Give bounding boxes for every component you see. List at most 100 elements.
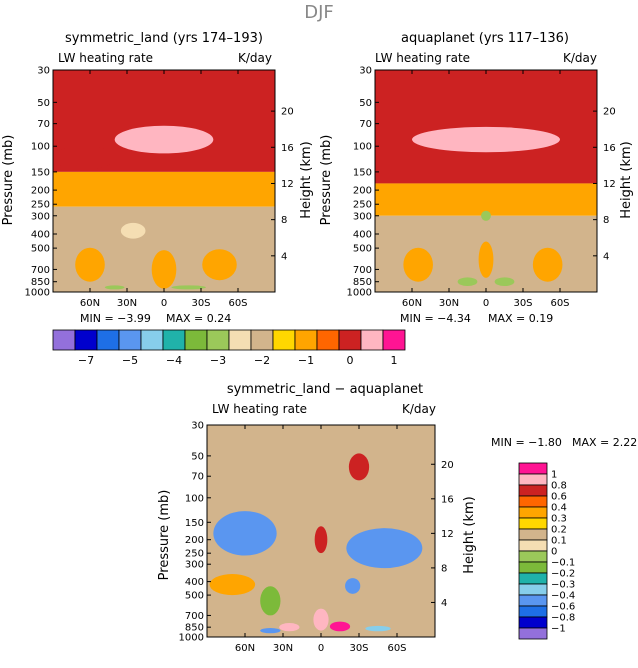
pressure-tick-label: 200 [185, 535, 204, 546]
pressure-tick-label: 700 [185, 611, 204, 622]
colorbar-diff-swatch-7 [518, 539, 548, 552]
colorbar-diff-label: −0.3 [551, 580, 575, 591]
colorbar-top-swatch-3 [118, 329, 142, 351]
panel-2-subtitle-right: K/day [563, 51, 597, 65]
pressure-tick-label: 850 [185, 623, 204, 634]
panel-2-ylabel-right: Height (km) [619, 141, 634, 218]
colorbar-diff-label: 0.3 [551, 514, 567, 525]
panel-2-title: aquaplanet (yrs 117–136) [401, 31, 569, 46]
contour-region-3 [151, 250, 177, 289]
pressure-tick-label: 700 [353, 265, 372, 276]
pressure-tick-label: 50 [37, 98, 50, 109]
pressure-tick-label: 250 [353, 200, 372, 211]
panel-1-max: MAX = 0.24 [166, 312, 231, 325]
colorbar-top-swatch-5 [162, 329, 186, 351]
colorbar-diff-label: 0 [551, 547, 557, 558]
height-tick-label: 20 [441, 460, 454, 471]
pressure-tick-label: 50 [359, 98, 372, 109]
contour-region-9 [260, 628, 281, 634]
colorbar-diff-swatch-5 [518, 517, 548, 530]
lat-tick-label: 60S [550, 298, 569, 309]
lat-tick-label: 30N [439, 298, 459, 309]
colorbar-top-swatch-4 [140, 329, 164, 351]
pressure-tick-label: 200 [353, 186, 372, 197]
panel-3-ylabel-right: Height (km) [462, 496, 477, 573]
pressure-tick-label: 300 [31, 211, 50, 222]
colorbar-diff-swatch-1 [518, 473, 548, 486]
pressure-tick-label: 150 [31, 167, 50, 178]
contour-field [207, 425, 435, 637]
pressure-tick-label: 30 [191, 421, 204, 432]
colorbar-top-swatch-9 [250, 329, 274, 351]
panel-3-min: MIN = −1.80 [491, 436, 562, 449]
height-tick-label: 4 [281, 251, 287, 262]
height-tick-label: 8 [603, 215, 609, 226]
contour-band-0 [375, 70, 597, 184]
pressure-tick-label: 500 [353, 244, 372, 255]
colorbar-top-label: −3 [210, 354, 226, 367]
pressure-tick-label: 50 [191, 451, 204, 462]
contour-region-5 [345, 578, 361, 594]
panel-2-min: MIN = −4.34 [400, 312, 471, 325]
contour-region-1 [403, 247, 433, 282]
panel-1-min: MIN = −3.99 [80, 312, 151, 325]
colorbar-diff-swatch-11 [518, 583, 548, 596]
contour-region-1 [346, 528, 423, 569]
contour-region-2 [314, 526, 328, 554]
height-tick-label: 20 [603, 107, 616, 118]
lat-tick-label: 60N [402, 298, 422, 309]
pressure-tick-label: 100 [353, 142, 372, 153]
pressure-tick-label: 400 [185, 577, 204, 588]
contour-region-8 [329, 621, 351, 632]
colorbar-diff-swatch-4 [518, 506, 548, 519]
colorbar-diff-swatch-2 [518, 484, 548, 497]
colorbar-diff-swatch-12 [518, 594, 548, 607]
height-tick-label: 16 [441, 494, 454, 505]
contour-region-6 [171, 285, 206, 290]
colorbar-diff-label: 1 [551, 470, 557, 481]
lat-tick-label: 0 [161, 298, 167, 309]
pressure-tick-label: 200 [31, 186, 50, 197]
contour-region-5 [494, 277, 515, 287]
pressure-tick-label: 1000 [179, 633, 204, 644]
colorbar-top-label: −2 [254, 354, 270, 367]
pressure-tick-label: 150 [353, 167, 372, 178]
contour-region-6 [313, 608, 329, 631]
colorbar-top-swatch-14 [360, 329, 384, 351]
panel-3-ylabel-left: Pressure (mb) [157, 490, 172, 581]
colorbar-top-label: 1 [391, 354, 398, 367]
colorbar-diff-label: −0.1 [551, 558, 575, 569]
contour-region-2 [75, 247, 105, 282]
colorbar-top-label: −1 [298, 354, 314, 367]
pressure-tick-label: 400 [31, 229, 50, 240]
pressure-tick-label: 100 [185, 493, 204, 504]
pressure-tick-label: 300 [185, 560, 204, 571]
colorbar-diff-label: −0.2 [551, 569, 575, 580]
contour-region-0 [114, 125, 214, 154]
lat-tick-label: 30S [349, 643, 368, 654]
lat-tick-label: 30N [273, 643, 293, 654]
colorbar-diff-label: −0.6 [551, 602, 575, 613]
colorbar-top-swatch-7 [206, 329, 230, 351]
panel-3-subtitle-left: LW heating rate [212, 402, 307, 416]
lat-tick-label: 30S [191, 298, 210, 309]
panel-difference: symmetric_land − aquaplanet LW heating r… [157, 382, 637, 654]
pressure-tick-label: 30 [37, 66, 50, 77]
pressure-tick-label: 1000 [347, 288, 372, 299]
contour-region-4 [457, 277, 478, 287]
panel-2-subtitle-left: LW heating rate [375, 51, 470, 65]
pressure-tick-label: 850 [31, 277, 50, 288]
contour-region-11 [348, 453, 370, 481]
lat-tick-label: 60N [80, 298, 100, 309]
contour-region-10 [365, 625, 391, 632]
colorbar-diff-label: 0.2 [551, 525, 567, 536]
contour-region-7 [279, 623, 300, 632]
colorbar-diff-swatch-15 [518, 627, 548, 640]
height-tick-label: 12 [281, 179, 294, 190]
contour-region-5 [120, 222, 146, 239]
panel-2-max: MAX = 0.19 [488, 312, 553, 325]
pressure-tick-label: 850 [353, 277, 372, 288]
contour-region-4 [260, 586, 281, 616]
